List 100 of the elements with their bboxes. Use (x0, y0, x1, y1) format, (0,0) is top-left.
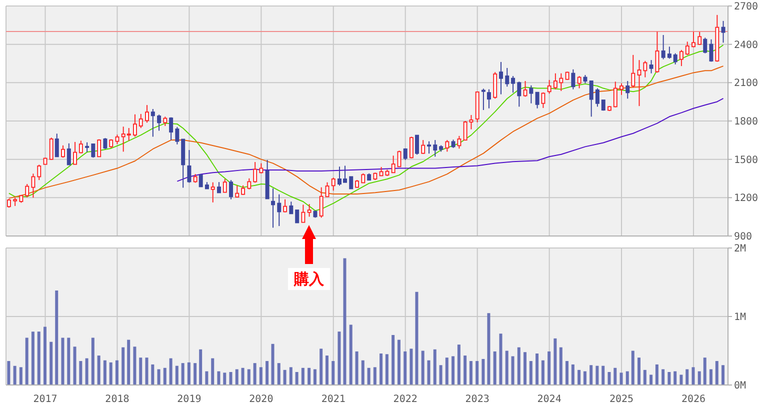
bar (637, 358, 640, 385)
candlestick (523, 80, 528, 98)
bar (7, 361, 10, 385)
x-tick-label: 2020 (249, 394, 274, 404)
candlestick (78, 140, 83, 154)
y-tick-label: 1M (734, 312, 746, 324)
candlestick (277, 194, 282, 227)
candlestick (210, 182, 215, 203)
candlestick (259, 162, 264, 174)
bar (655, 364, 658, 385)
bar (602, 366, 605, 385)
bar (277, 363, 280, 385)
candlestick (577, 76, 582, 89)
candlestick (49, 137, 54, 160)
bar (97, 356, 100, 385)
candlestick (157, 114, 162, 132)
line-series (176, 98, 724, 182)
candlestick (235, 184, 240, 198)
bar (469, 361, 472, 385)
bar (650, 374, 653, 385)
bar (631, 350, 634, 385)
candlestick (486, 88, 491, 109)
bar (614, 368, 617, 385)
candlestick (283, 198, 288, 213)
bar (133, 346, 136, 385)
bar (554, 338, 557, 385)
candlestick (241, 184, 246, 196)
bar (326, 356, 328, 385)
candlestick (198, 174, 203, 188)
bar (433, 349, 436, 385)
bar (643, 370, 646, 385)
bar (19, 367, 22, 385)
candlestick (150, 108, 155, 138)
bar (122, 347, 125, 385)
bar (668, 372, 671, 385)
bar (715, 361, 718, 385)
annotation: 購入 (288, 268, 330, 290)
candlestick (187, 150, 192, 184)
candlestick (222, 178, 227, 193)
candlestick (613, 81, 618, 108)
candlestick (66, 142, 71, 166)
x-tick-label: 2018 (105, 394, 130, 404)
candlestick (493, 72, 498, 100)
candlestick (271, 188, 276, 228)
bar (217, 371, 220, 385)
candlestick (247, 178, 252, 190)
x-tick-label: 2025 (609, 394, 634, 404)
bar (343, 258, 346, 385)
bar (85, 358, 88, 385)
candlestick (427, 140, 432, 154)
candlestick (349, 176, 354, 190)
candlestick (631, 54, 636, 88)
bar (55, 290, 58, 385)
candlestick (138, 113, 143, 129)
bar (127, 340, 130, 385)
bar (266, 361, 269, 385)
candlestick (433, 140, 438, 158)
candlestick (37, 164, 42, 181)
bar (25, 338, 28, 385)
bar (163, 368, 166, 385)
bar (464, 356, 467, 385)
bar (596, 366, 599, 385)
bar (536, 353, 539, 385)
bar (103, 360, 106, 385)
bar (235, 369, 238, 385)
candlestick (25, 183, 30, 198)
bar (397, 340, 400, 385)
bar (295, 372, 298, 385)
candlestick (115, 134, 120, 144)
candlestick (421, 140, 426, 154)
bar (205, 371, 208, 385)
bar (590, 365, 593, 385)
candlestick (73, 141, 78, 165)
candlestick (595, 88, 600, 108)
candlestick (698, 31, 702, 46)
bar (517, 347, 520, 385)
bar (703, 358, 706, 385)
bar (211, 358, 214, 385)
bar (320, 348, 323, 385)
candlestick (301, 204, 306, 223)
candlestick (661, 34, 666, 60)
bar (271, 344, 274, 385)
bar (608, 372, 611, 385)
candlestick (626, 80, 630, 100)
bar (115, 360, 118, 385)
y-tick-label: 1500 (734, 154, 758, 166)
bar (511, 356, 514, 385)
candlestick (295, 210, 300, 224)
candlestick (361, 172, 366, 184)
bar (349, 324, 352, 385)
bar (301, 368, 304, 385)
candlestick (229, 180, 234, 200)
candlestick (325, 182, 330, 198)
y-tick-label: 1800 (734, 116, 758, 128)
candlestick (535, 92, 540, 109)
candlestick (91, 144, 96, 158)
bar (308, 368, 311, 385)
x-tick-label: 2021 (321, 394, 346, 404)
candlestick (414, 134, 419, 156)
bar (79, 361, 82, 385)
